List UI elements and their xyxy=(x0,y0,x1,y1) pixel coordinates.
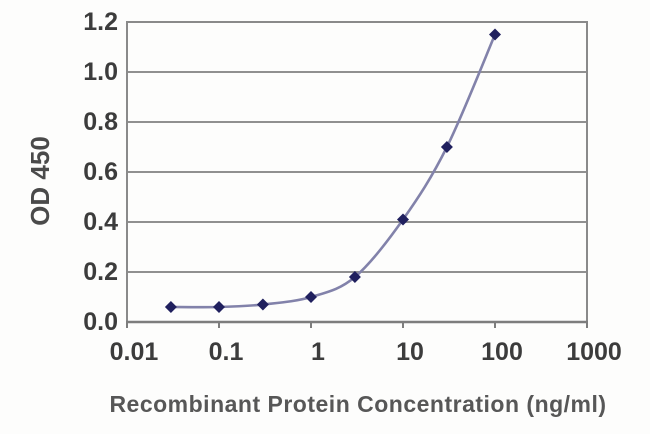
x-axis-tick-label: 1000 xyxy=(566,338,622,366)
data-point-marker xyxy=(348,271,361,283)
x-axis-tick-label: 0.01 xyxy=(109,338,159,366)
data-series-line xyxy=(170,33,497,309)
y-axis-tick-label: 0.2 xyxy=(83,258,118,286)
x-axis-title: Recombinant Protein Concentration (ng/ml… xyxy=(109,391,607,417)
data-point-marker xyxy=(213,301,225,313)
y-axis-tick-label: 1.0 xyxy=(83,58,118,86)
y-axis-tick-label: 1.2 xyxy=(83,8,118,36)
data-point-marker xyxy=(256,298,269,311)
data-point-marker xyxy=(397,213,409,226)
y-axis-title: OD 450 xyxy=(25,136,55,226)
data-point-marker xyxy=(164,301,177,313)
y-axis-tick-label: 0.0 xyxy=(83,308,118,336)
x-axis-tick-label: 10 xyxy=(396,338,424,366)
y-axis-tick-label: 0.4 xyxy=(83,208,118,236)
data-point-marker xyxy=(440,141,453,153)
y-axis-tick-label: 0.6 xyxy=(83,158,118,186)
x-axis-tick-label: 100 xyxy=(481,338,523,366)
x-axis-tick-label: 0.1 xyxy=(208,338,244,366)
data-point-marker xyxy=(489,28,501,41)
data-point-marker xyxy=(305,291,317,303)
y-axis-tick-label: 0.8 xyxy=(83,108,118,136)
x-axis-tick-label: 1 xyxy=(311,338,325,366)
